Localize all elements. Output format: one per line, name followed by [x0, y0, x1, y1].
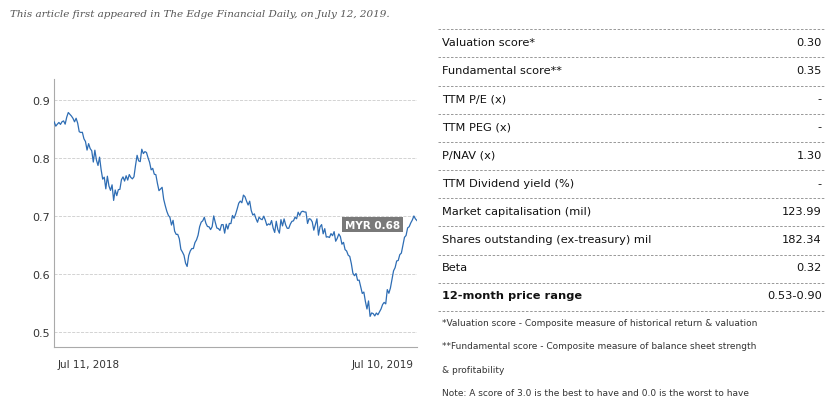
Text: This article first appeared in The Edge Financial Daily, on July 12, 2019.: This article first appeared in The Edge …: [10, 10, 389, 19]
Text: Valuation score*: Valuation score*: [442, 38, 535, 48]
Text: *Valuation score - Composite measure of historical return & valuation: *Valuation score - Composite measure of …: [442, 318, 757, 327]
Text: 0.35: 0.35: [796, 66, 821, 76]
Text: Shares outstanding (ex-treasury) mil: Shares outstanding (ex-treasury) mil: [442, 235, 651, 245]
Text: 182.34: 182.34: [782, 235, 821, 245]
Text: 1.30: 1.30: [796, 150, 821, 160]
Text: Note: A score of 3.0 is the best to have and 0.0 is the worst to have: Note: A score of 3.0 is the best to have…: [442, 388, 749, 397]
Text: TTM P/E (x): TTM P/E (x): [442, 94, 506, 104]
Text: P/NAV (x): P/NAV (x): [442, 150, 495, 160]
Text: Jul 11, 2018: Jul 11, 2018: [58, 359, 120, 369]
Text: Jul 10, 2019: Jul 10, 2019: [351, 359, 414, 369]
Text: MYR 0.68: MYR 0.68: [345, 220, 400, 230]
Text: -: -: [817, 122, 821, 132]
Text: Market capitalisation (mil): Market capitalisation (mil): [442, 207, 590, 217]
Text: 12-month price range: 12-month price range: [442, 291, 582, 301]
Text: -: -: [817, 178, 821, 188]
Text: 123.99: 123.99: [782, 207, 821, 217]
Text: Fundamental score**: Fundamental score**: [442, 66, 561, 76]
Text: 0.53-0.90: 0.53-0.90: [767, 291, 821, 301]
Text: **Fundamental score - Composite measure of balance sheet strength: **Fundamental score - Composite measure …: [442, 341, 756, 350]
Text: -: -: [817, 94, 821, 104]
Text: TTM PEG (x): TTM PEG (x): [442, 122, 510, 132]
Text: & profitability: & profitability: [442, 365, 504, 374]
Text: OPEN ADVERTISEMENT: OPEN ADVERTISEMENT: [65, 372, 173, 381]
Text: SWS CAPITAL BHD: SWS CAPITAL BHD: [63, 56, 229, 71]
Text: TTM Dividend yield (%): TTM Dividend yield (%): [442, 178, 574, 188]
Text: 0.30: 0.30: [796, 38, 821, 48]
Text: Beta: Beta: [442, 263, 468, 273]
Text: 0.32: 0.32: [796, 263, 821, 273]
